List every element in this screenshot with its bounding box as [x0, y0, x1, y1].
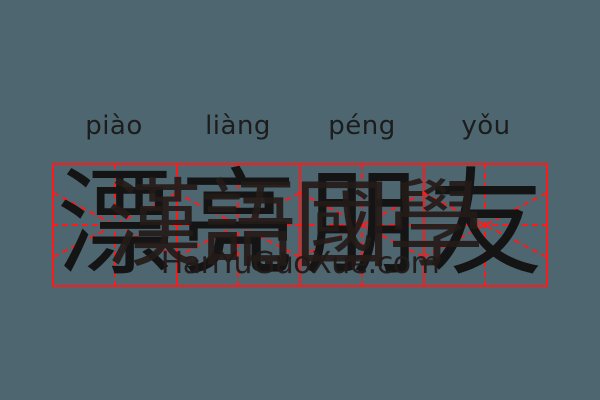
hanzi-character-4: 友	[427, 165, 544, 285]
grid-cell-2: 亮	[177, 165, 301, 285]
grid-cell-1: 漂	[54, 165, 178, 285]
pinyin-syllable-2: liàng	[205, 111, 271, 141]
hanzi-character-3: 朋	[303, 165, 420, 285]
pinyin-syllable-1: piào	[85, 111, 143, 141]
pinyin-syllable-3: péng	[328, 111, 396, 141]
character-practice-grid: 漂 亮 朋 友	[52, 163, 548, 287]
grid-cell-3: 朋	[301, 165, 425, 285]
hanzi-character-2: 亮	[180, 165, 297, 285]
hanzi-character-1: 漂	[56, 165, 173, 285]
pinyin-syllable-4: yǒu	[461, 111, 511, 141]
grid-cell-4: 友	[424, 165, 546, 285]
pinyin-row: piào liàng péng yǒu	[52, 104, 548, 148]
